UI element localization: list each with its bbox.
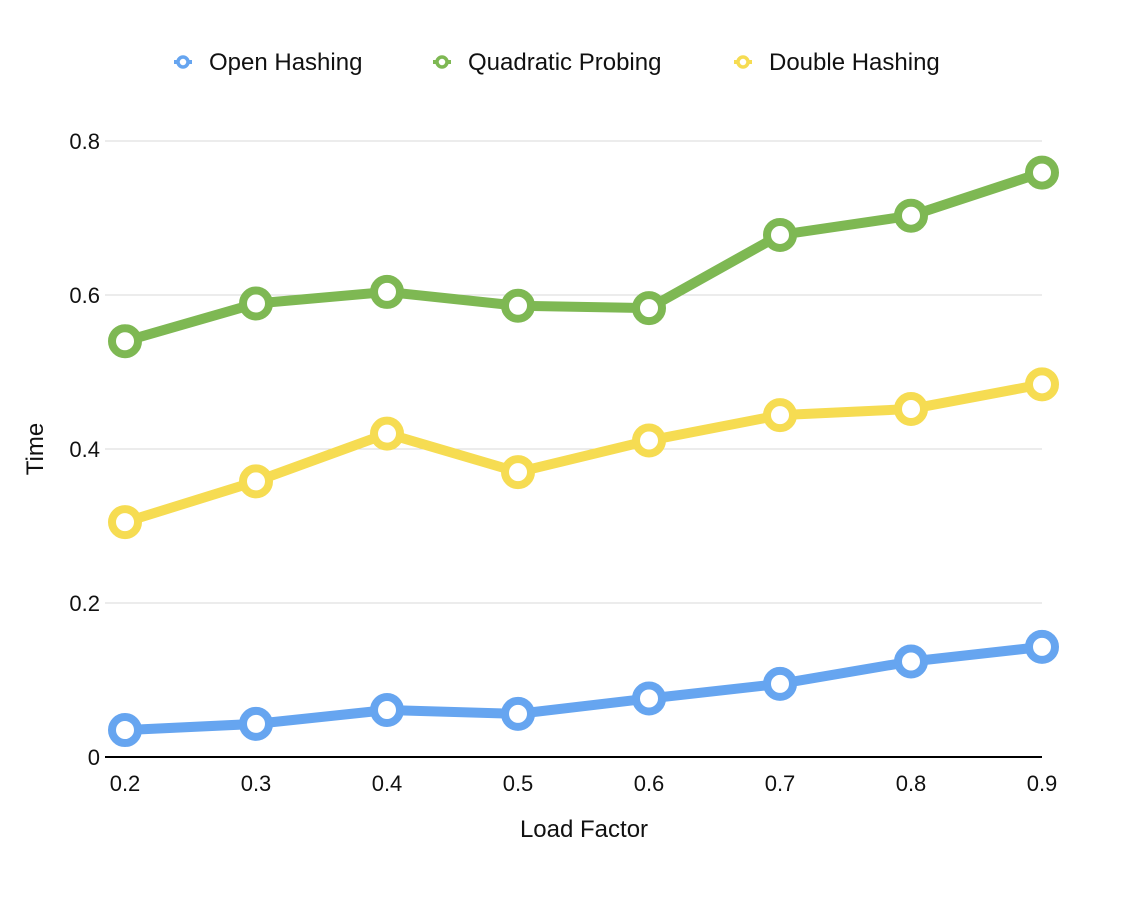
- x-axis-title: Load Factor: [520, 816, 648, 843]
- series-line: [120, 167, 1047, 347]
- series-0: [108, 629, 1059, 748]
- legend-label: Open Hashing: [209, 49, 362, 76]
- data-point: [108, 505, 142, 540]
- data-point: [370, 693, 404, 728]
- y-tick-label: 0.4: [69, 437, 100, 462]
- data-point: [370, 416, 404, 451]
- x-tick-label: 0.6: [634, 771, 665, 796]
- data-point: [501, 455, 535, 490]
- data-point: [894, 644, 928, 679]
- x-tick-label: 0.8: [896, 771, 927, 796]
- axes: 0 0.2 0.4 0.6 0.8 0.2 0.3 0.4 0.5 0.6 0.7 0.8 0.9: [69, 129, 1057, 796]
- legend-label: Quadratic Probing: [468, 49, 661, 76]
- y-axis-title: Time: [22, 423, 49, 475]
- data-point: [239, 286, 273, 321]
- data-point: [108, 713, 142, 748]
- legend-item: Quadratic Probing: [433, 49, 661, 76]
- legend-item: Double Hashing: [734, 49, 940, 76]
- legend: Open Hashing Quadratic Probing Double Hash…: [174, 49, 940, 76]
- x-tick-label: 0.5: [503, 771, 534, 796]
- series-line: [120, 641, 1047, 736]
- legend-marker: [176, 55, 190, 69]
- legend-marker: [435, 55, 449, 69]
- y-tick-label: 0: [88, 745, 100, 770]
- y-tick-label: 0.6: [69, 283, 100, 308]
- x-tick-label: 0.4: [372, 771, 403, 796]
- data-point: [632, 423, 666, 458]
- data-point: [763, 217, 797, 252]
- data-point: [632, 681, 666, 716]
- legend-item: Open Hashing: [174, 49, 362, 76]
- legend-label: Double Hashing: [769, 49, 940, 76]
- x-tick-label: 0.9: [1027, 771, 1058, 796]
- y-tick-label: 0.2: [69, 591, 100, 616]
- series-1: [108, 155, 1059, 359]
- data-point: [894, 198, 928, 233]
- series-lines: [108, 155, 1059, 748]
- data-point: [632, 291, 666, 326]
- x-tick-label: 0.3: [241, 771, 272, 796]
- data-point: [1025, 155, 1059, 190]
- data-point: [370, 274, 404, 309]
- x-tick-label: 0.7: [765, 771, 796, 796]
- data-point: [1025, 629, 1059, 664]
- data-point: [501, 288, 535, 323]
- series-2: [108, 367, 1059, 540]
- data-point: [239, 706, 273, 741]
- data-point: [239, 464, 273, 499]
- data-point: [1025, 367, 1059, 402]
- legend-marker: [736, 55, 750, 69]
- series-line: [120, 379, 1047, 528]
- data-point: [501, 696, 535, 731]
- x-tick-label: 0.2: [110, 771, 141, 796]
- y-tick-label: 0.8: [69, 129, 100, 154]
- data-point: [763, 398, 797, 433]
- data-point: [894, 391, 928, 426]
- data-point: [763, 666, 797, 701]
- data-point: [108, 324, 142, 359]
